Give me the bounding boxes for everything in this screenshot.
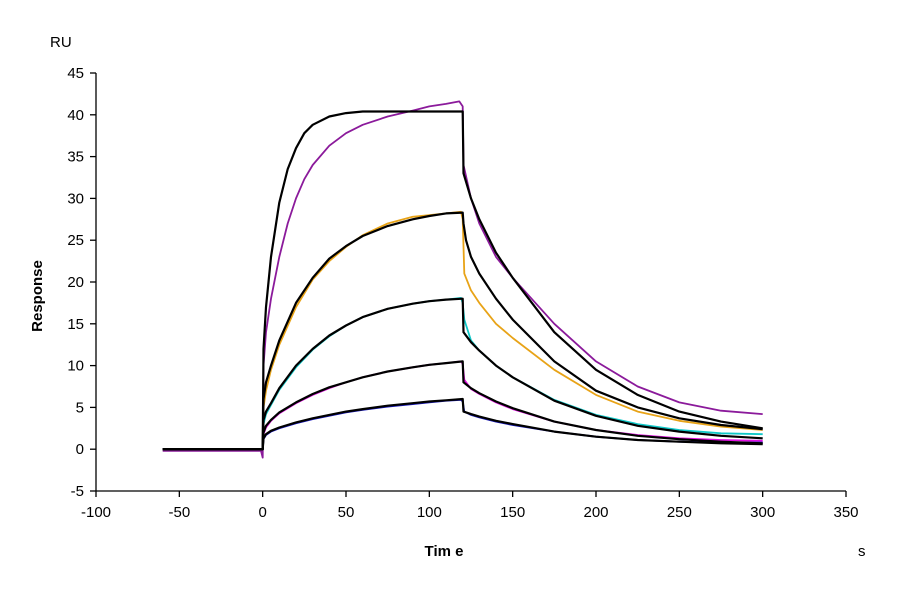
y-axis-label: Response (29, 260, 46, 332)
x-tick-label: -50 (168, 504, 190, 521)
x-tick-label: 350 (833, 504, 858, 521)
x-tick-label: 150 (500, 504, 525, 521)
y-tick-label: 40 (67, 107, 84, 124)
y-tick-label: 25 (67, 232, 84, 249)
fit-curve-9 (162, 397, 763, 451)
y-tick-label: 0 (76, 441, 84, 458)
y-tick-label: 5 (76, 399, 84, 416)
x-unit-label: s (858, 543, 866, 560)
x-tick-label: 200 (583, 504, 608, 521)
y-tick-label: -5 (71, 483, 84, 500)
y-tick-label: 15 (67, 316, 84, 333)
y-unit-label: RU (50, 34, 72, 51)
x-tick-label: 100 (417, 504, 442, 521)
y-tick-label: 45 (67, 65, 84, 82)
x-tick-label: 0 (258, 504, 266, 521)
x-tick-label: 250 (667, 504, 692, 521)
y-tick-label: 20 (67, 274, 84, 291)
fit-curve-6 (162, 211, 763, 451)
y-tick-label: 35 (67, 149, 84, 166)
y-tick-label: 30 (67, 190, 84, 207)
series-group (162, 100, 763, 459)
fit-curve-5 (162, 110, 763, 451)
y-tick-label: 10 (67, 358, 84, 375)
x-tick-label: 50 (338, 504, 355, 521)
fit-curve-8 (162, 360, 763, 451)
x-tick-label: -100 (81, 504, 111, 521)
x-axis-label: Tim e (425, 543, 464, 560)
axes: -100 -50 0 50 100 150 200 250 300 350-50510152025… (67, 65, 858, 521)
fit-curve-7 (162, 297, 763, 451)
x-tick-label: 300 (750, 504, 775, 521)
